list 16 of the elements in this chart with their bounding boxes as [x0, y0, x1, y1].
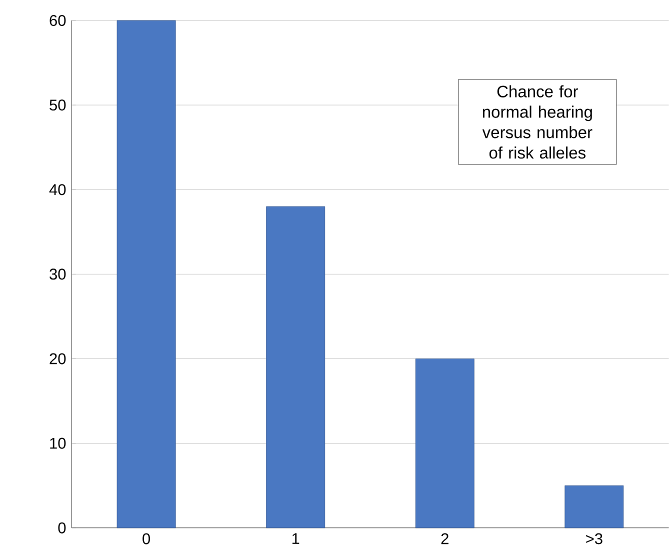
x-tick-label: >3 — [586, 533, 602, 544]
x-tick-label: 0 — [142, 533, 150, 544]
x-tick-label: 2 — [441, 533, 448, 544]
y-tick-label: 60 — [50, 14, 66, 26]
bar — [415, 358, 474, 528]
y-tick-label: 20 — [50, 353, 66, 364]
bar — [116, 20, 176, 528]
annotation: Chance for normal hearing versus number of risk alleles — [482, 85, 592, 159]
y-tick-label: 40 — [49, 184, 66, 195]
y-tick-label: 10 — [50, 438, 66, 449]
x-tick-label: 1 — [292, 533, 300, 544]
y-tick-label: 0 — [58, 522, 66, 534]
y-tick-label: 30 — [50, 268, 66, 280]
y-tick-label: 50 — [50, 99, 66, 110]
bar — [266, 206, 326, 528]
bar — [564, 485, 624, 528]
